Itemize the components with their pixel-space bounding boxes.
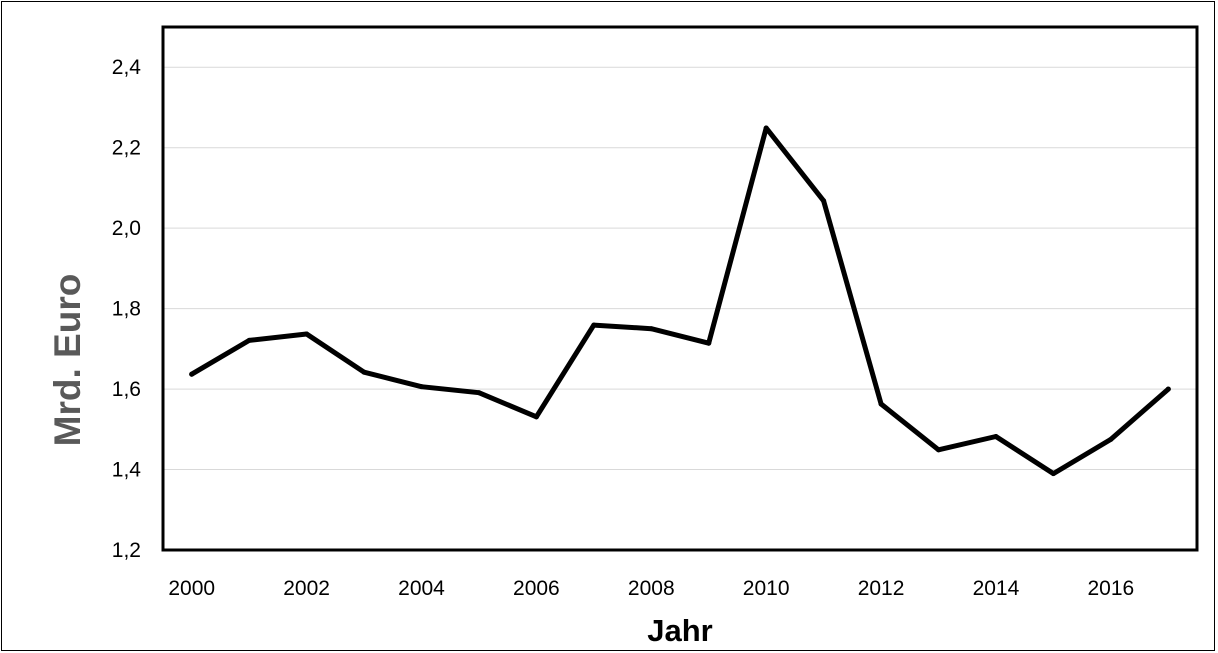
data-point bbox=[878, 401, 884, 407]
data-point bbox=[419, 384, 424, 390]
data-point bbox=[591, 322, 597, 328]
x-tick-label: 2008 bbox=[628, 577, 675, 600]
y-axis-label: Mrd. Euro bbox=[47, 274, 88, 447]
x-tick-label: 2000 bbox=[168, 577, 215, 600]
data-point bbox=[821, 198, 827, 204]
series-line bbox=[189, 125, 1171, 477]
y-tick-label: 1,6 bbox=[112, 378, 141, 401]
x-axis-label: Jahr bbox=[647, 613, 712, 648]
data-point bbox=[304, 331, 310, 337]
data-point bbox=[246, 337, 252, 343]
data-point bbox=[763, 125, 769, 131]
data-point bbox=[706, 340, 712, 346]
data-point bbox=[189, 371, 195, 377]
y-tick-label: 1,8 bbox=[112, 298, 141, 321]
x-tick-label: 2016 bbox=[1087, 577, 1134, 600]
y-axis-ticks: 1,2 1,4 1,6 1,8 2,0 2,2 2,4 bbox=[112, 56, 142, 562]
data-point bbox=[476, 390, 482, 396]
data-point bbox=[648, 326, 654, 332]
y-tick-label: 1,2 bbox=[112, 539, 141, 562]
x-axis-ticks: 2000 2002 2004 2006 2008 2010 2012 2014 2016 bbox=[168, 577, 1134, 600]
x-tick-label: 2010 bbox=[743, 577, 790, 600]
series-layer bbox=[189, 125, 1171, 477]
data-point bbox=[361, 369, 367, 375]
x-tick-label: 2012 bbox=[858, 577, 905, 600]
y-tick-label: 2,0 bbox=[112, 217, 141, 240]
x-tick-label: 2006 bbox=[513, 577, 560, 600]
data-point bbox=[1108, 436, 1114, 442]
data-point bbox=[1050, 471, 1056, 477]
data-point bbox=[936, 447, 941, 453]
data-point bbox=[1165, 386, 1171, 392]
data-point bbox=[533, 414, 539, 420]
x-tick-label: 2014 bbox=[973, 577, 1020, 600]
data-point bbox=[993, 434, 999, 440]
x-tick-label: 2004 bbox=[398, 577, 445, 600]
gridlines bbox=[163, 66, 1197, 471]
y-tick-label: 2,4 bbox=[112, 56, 142, 79]
x-tick-label: 2002 bbox=[283, 577, 330, 600]
plot-area-border bbox=[161, 25, 1199, 552]
y-tick-label: 2,2 bbox=[112, 137, 141, 160]
y-tick-label: 1,4 bbox=[112, 459, 142, 482]
